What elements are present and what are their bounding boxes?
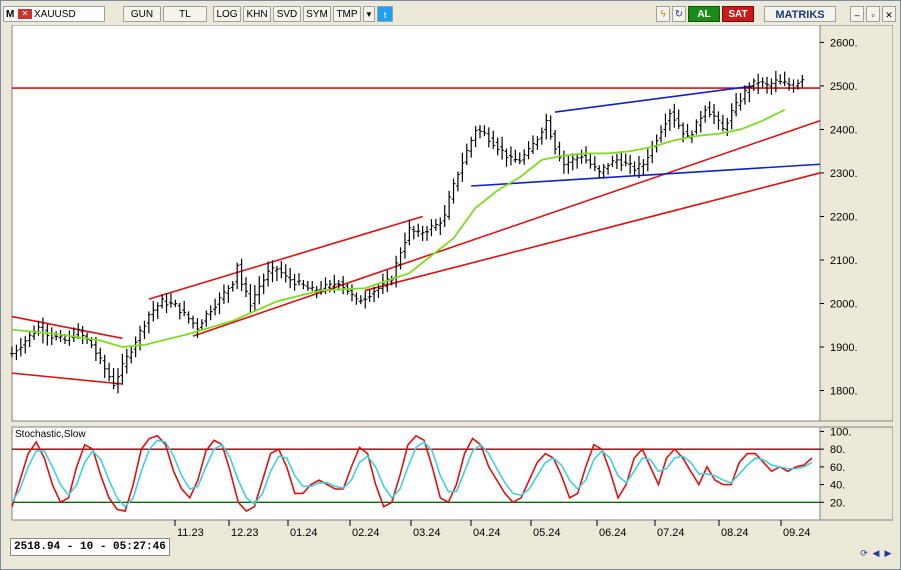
x-axis: 11.23 12.23 01.24 02.24 03.24 04.24 05.24 06.24… xyxy=(174,520,811,539)
price-tick-label: 2100. xyxy=(830,255,858,267)
red-trendline xyxy=(11,315,123,340)
red-trendline xyxy=(192,119,821,337)
stoch-title: Stochastic,Slow xyxy=(15,429,86,440)
twitter-icon[interactable]: t xyxy=(377,6,393,22)
dropdown-arrow-icon[interactable]: ▼ xyxy=(363,6,375,22)
price-axis-bg xyxy=(819,25,893,422)
x-tick-label: 03.24 xyxy=(413,527,441,539)
brand-logo: MATRIKS xyxy=(764,6,836,22)
scroll-right-icon[interactable]: ▶ xyxy=(884,548,892,558)
chart-area[interactable]: 1800. 1900. 2000. 2100. 2200. 2300. 2400. 2500.… xyxy=(10,25,893,544)
stoch-k-line xyxy=(11,434,813,513)
status-readout: 2518.94 - 10 - 05:27:46 xyxy=(10,538,170,556)
price-tick-label: 2400. xyxy=(830,124,858,136)
x-tick-label: 08.24 xyxy=(721,527,749,539)
stochastic-panel: 20. 40. 60. 80. 100. Stochastic,Slow xyxy=(11,426,893,521)
sym-button[interactable]: SYM xyxy=(303,6,331,22)
lightning-icon[interactable]: ϟ xyxy=(656,6,670,22)
blue-trendline xyxy=(471,163,821,187)
price-tick-label: 2500. xyxy=(830,81,858,93)
period-gun-button[interactable]: GUN xyxy=(123,6,161,22)
price-plot-bg xyxy=(11,25,821,422)
scroll-left-icon[interactable]: ◀ xyxy=(872,548,880,558)
stoch-tick-label: 60. xyxy=(830,462,845,474)
svd-button[interactable]: SVD xyxy=(273,6,301,22)
red-trendline xyxy=(365,172,821,292)
red-trendline xyxy=(148,215,423,300)
stoch-axis-bg xyxy=(819,426,893,521)
blue-trendline xyxy=(554,85,754,113)
stoch-tick-label: 40. xyxy=(830,480,845,492)
x-tick-label: 11.23 xyxy=(177,527,204,539)
tmp-button[interactable]: TMP xyxy=(333,6,361,22)
x-tick-label: 07.24 xyxy=(657,527,685,539)
stoch-tick-label: 80. xyxy=(830,444,845,456)
symbol-box[interactable]: M ✕ XAUUSD xyxy=(3,6,105,22)
x-tick-label: 05.24 xyxy=(533,527,561,539)
price-tick-label: 2600. xyxy=(830,37,858,49)
sell-button[interactable]: SAT xyxy=(722,6,754,22)
currency-tl-button[interactable]: TL xyxy=(163,6,207,22)
buy-button[interactable]: AL xyxy=(688,6,720,22)
x-tick-label: 01.24 xyxy=(290,527,318,539)
price-tick-label: 1800. xyxy=(830,386,858,398)
x-tick-label: 04.24 xyxy=(473,527,501,539)
bottom-icons: ⟳ ◀ ▶ xyxy=(858,547,894,559)
symbol-label: XAUUSD xyxy=(34,8,76,20)
toolbar: M ✕ XAUUSD GUN TL LOG KHN SVD SYM TMP ▼ … xyxy=(3,4,898,24)
khn-button[interactable]: KHN xyxy=(243,6,271,22)
price-tick-label: 2000. xyxy=(830,299,858,311)
x-tick-label: 09.24 xyxy=(783,527,811,539)
x-tick-label: 06.24 xyxy=(599,527,627,539)
log-button[interactable]: LOG xyxy=(213,6,241,22)
m-logo-icon: M xyxy=(6,8,15,20)
price-tick-label: 2300. xyxy=(830,168,858,180)
close-icon[interactable]: ✕ xyxy=(882,6,896,22)
refresh-icon[interactable]: ↻ xyxy=(672,6,686,22)
stoch-tick-label: 20. xyxy=(830,497,845,509)
sync-icon[interactable]: ⟳ xyxy=(860,548,868,558)
close-symbol-icon[interactable]: ✕ xyxy=(18,9,32,19)
price-tick-label: 1900. xyxy=(830,342,858,354)
minimize-icon[interactable]: – xyxy=(850,6,864,22)
price-tick-label: 2200. xyxy=(830,211,858,223)
x-tick-label: 12.23 xyxy=(231,527,259,539)
restore-icon[interactable]: ▫ xyxy=(866,6,880,22)
moving-average-line xyxy=(11,109,786,348)
x-tick-label: 02.24 xyxy=(352,527,380,539)
red-trendline xyxy=(11,372,123,385)
stoch-d-line xyxy=(11,439,813,508)
stoch-tick-label: 100. xyxy=(830,426,851,438)
price-panel: 1800. 1900. 2000. 2100. 2200. 2300. 2400. 2500.… xyxy=(10,25,893,422)
